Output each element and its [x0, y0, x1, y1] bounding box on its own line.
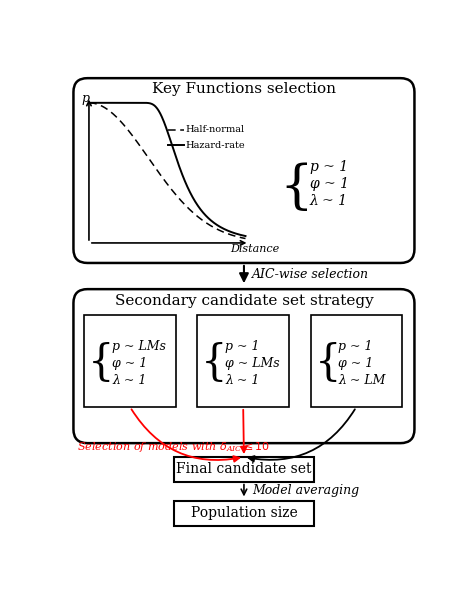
Text: Secondary candidate set strategy: Secondary candidate set strategy: [115, 295, 373, 308]
Text: Hazard-rate: Hazard-rate: [186, 140, 246, 149]
Text: Key Functions selection: Key Functions selection: [152, 82, 336, 96]
Text: p: p: [81, 92, 89, 104]
Text: p ~ LMs: p ~ LMs: [112, 340, 166, 353]
Bar: [174, 501, 314, 526]
Text: λ ~ 1: λ ~ 1: [225, 373, 260, 386]
Text: Model averaging: Model averaging: [252, 484, 359, 497]
Text: p ~ 1: p ~ 1: [338, 340, 373, 353]
Text: Population size: Population size: [190, 506, 298, 520]
Text: λ ~ 1: λ ~ 1: [310, 194, 348, 208]
Bar: [84, 314, 176, 407]
Text: AIC-wise selection: AIC-wise selection: [252, 268, 369, 281]
Text: {: {: [88, 342, 115, 384]
Text: {: {: [315, 342, 341, 384]
FancyBboxPatch shape: [73, 289, 415, 443]
Bar: [311, 314, 402, 407]
Bar: [174, 457, 314, 482]
Text: p ~ 1: p ~ 1: [225, 340, 260, 353]
Text: Half-normal: Half-normal: [186, 125, 245, 134]
Text: φ ~ 1: φ ~ 1: [112, 356, 148, 370]
Text: {: {: [279, 162, 313, 213]
Text: {: {: [201, 342, 228, 384]
Text: p ~ 1: p ~ 1: [310, 160, 348, 174]
FancyBboxPatch shape: [73, 78, 415, 263]
Text: Final candidate set: Final candidate set: [176, 463, 312, 476]
Bar: [198, 314, 289, 407]
Text: φ ~ 1: φ ~ 1: [310, 176, 349, 191]
Text: Distance: Distance: [230, 244, 279, 254]
Text: Selection of models with $\delta_{\mathregular{AIC}} \leq 10$: Selection of models with $\delta_{\mathr…: [77, 440, 270, 454]
Text: φ ~ 1: φ ~ 1: [338, 356, 374, 370]
Text: λ ~ 1: λ ~ 1: [112, 373, 147, 386]
Text: φ ~ LMs: φ ~ LMs: [225, 356, 280, 370]
Text: λ ~ LM: λ ~ LM: [338, 373, 386, 386]
